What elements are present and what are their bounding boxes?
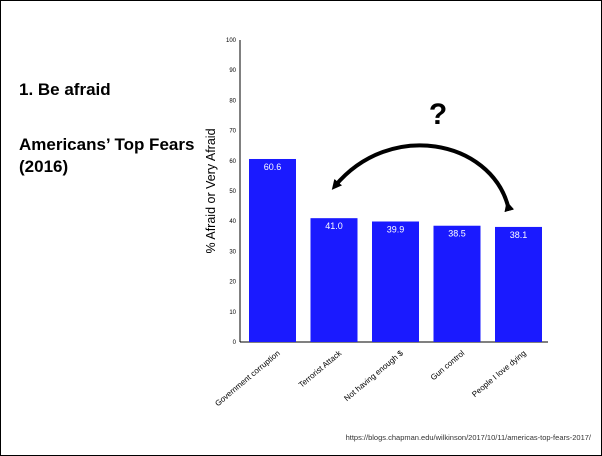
bar-value-label: 41.0 — [325, 221, 343, 231]
bar-value-label: 38.5 — [448, 229, 466, 239]
y-tick-label: 60 — [229, 159, 236, 165]
x-category-label: Gun control — [429, 348, 467, 382]
x-category-label: Terrorist Attack — [297, 348, 344, 390]
chart-subheading: Americans’ Top Fears (2016) — [19, 135, 195, 176]
question-mark-annotation: ? — [429, 98, 447, 131]
y-tick-label: 10 — [229, 310, 236, 316]
bar — [495, 226, 542, 342]
y-tick-label: 50 — [229, 189, 236, 195]
x-category-label: People I love dying — [470, 349, 528, 399]
y-tick-label: 100 — [226, 38, 237, 44]
slide-heading: 1. Be afraid — [19, 80, 111, 99]
y-tick-label: 0 — [233, 340, 237, 346]
x-category-label: Not having enough $ — [342, 348, 405, 403]
bar-value-label: 38.1 — [510, 230, 528, 240]
curved-double-arrow — [331, 143, 515, 213]
bar-value-label: 39.9 — [387, 225, 405, 235]
y-tick-label: 30 — [229, 249, 236, 255]
bar — [249, 158, 296, 342]
y-tick-label: 40 — [229, 219, 236, 225]
y-tick-label: 90 — [229, 68, 236, 74]
y-tick-label: 70 — [229, 129, 236, 135]
bar — [372, 221, 419, 342]
y-tick-label: 20 — [229, 280, 236, 286]
y-tick-label: 80 — [229, 98, 236, 104]
bar — [433, 225, 481, 342]
x-category-label: Government corruption — [213, 349, 281, 408]
bar-value-label: 60.6 — [264, 162, 282, 172]
bar — [310, 218, 358, 342]
source-url: https://blogs.chapman.edu/wilkinson/2017… — [345, 433, 591, 442]
